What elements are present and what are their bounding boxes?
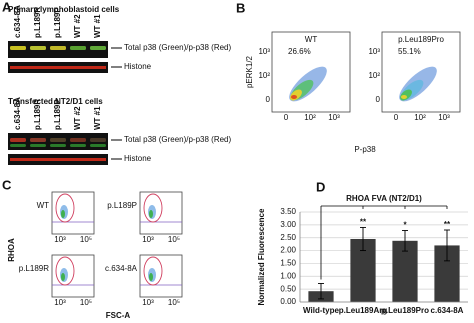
- y-tick-label: 3.00: [280, 220, 296, 229]
- significance-label: **: [360, 218, 367, 227]
- gate-percent: 55.1%: [398, 47, 421, 56]
- blot-band: [70, 144, 86, 147]
- axis-tick-label: 10³: [54, 298, 66, 307]
- axis-tick-label: 0: [394, 113, 399, 122]
- axis-tick-label: 10³: [142, 235, 154, 244]
- axis-tick-label: 10³: [368, 47, 380, 56]
- blot-band: [30, 144, 46, 147]
- y-tick-label: 0.50: [280, 284, 296, 293]
- axis-tick-label: 10³: [54, 235, 66, 244]
- axis-tick-label: 10³: [438, 113, 450, 122]
- blot-band: [50, 46, 66, 50]
- significance-label: *: [403, 221, 407, 230]
- y-tick-label: 1.00: [280, 271, 296, 280]
- gate: [143, 193, 163, 223]
- blot-band: [50, 144, 66, 147]
- gate-percent: 26.6%: [288, 47, 311, 56]
- axis-tick-label: 10³: [142, 298, 154, 307]
- y-tick-label: 2.50: [280, 233, 296, 242]
- axis-tick-label: 0: [284, 113, 289, 122]
- axis-tick-label: 10²: [258, 71, 270, 80]
- cell-cloud: [61, 273, 65, 281]
- blot-band: [90, 144, 106, 147]
- blot-band: [70, 46, 86, 50]
- plot-name: p.L189P: [107, 201, 137, 210]
- lane-label: WT #1: [93, 14, 102, 38]
- cell-cloud: [291, 95, 297, 99]
- blot-title: Primary lymphoblastoid cells: [8, 5, 120, 14]
- gate: [143, 256, 163, 286]
- gate: [55, 193, 75, 223]
- axis-tick-label: 10²: [368, 71, 380, 80]
- axis-label: P-p38: [354, 145, 376, 154]
- x-tick-label: p.Leu189Arg: [339, 306, 388, 315]
- panel-letter: C: [2, 177, 12, 192]
- significance-label: **: [444, 220, 451, 229]
- blot-band: [70, 138, 86, 142]
- axis-tick-label: 0: [376, 95, 381, 104]
- plot-name: c.634-8A: [105, 264, 138, 273]
- blot-band: [10, 46, 26, 50]
- chart-title: RHOA FVA (NT2/D1): [346, 194, 422, 203]
- cell-cloud: [149, 210, 153, 218]
- axis-tick-label: 10⁵: [80, 235, 92, 244]
- blot-band: [30, 138, 46, 142]
- blot-band: [10, 138, 26, 142]
- plot-name: WT: [37, 201, 50, 210]
- axis-label: pERK1/2: [245, 55, 254, 88]
- axis-label: FSC-A: [106, 311, 131, 320]
- axis-tick-label: 0: [266, 95, 271, 104]
- axis-tick-label: 10⁵: [168, 235, 180, 244]
- blot-band: [30, 46, 46, 50]
- histone-band: [10, 66, 106, 69]
- lane-label: WT #1: [93, 106, 102, 130]
- panel-letter: A: [2, 0, 12, 14]
- lane-label: p.L189R: [33, 7, 42, 38]
- y-axis-label: Normalized Fluorescence: [257, 208, 266, 305]
- cell-cloud: [61, 210, 65, 218]
- axis-tick-label: 10³: [258, 47, 270, 56]
- x-tick-label: Wild-type: [303, 306, 339, 315]
- x-tick-label: p.Leu189Pro: [381, 306, 429, 315]
- lane-label: WT #2: [73, 14, 82, 38]
- y-tick-label: 1.50: [280, 259, 296, 268]
- axis-tick-label: 10³: [328, 113, 340, 122]
- blot-band: [10, 144, 26, 147]
- lane-label: c.634-8A: [13, 97, 22, 130]
- axis-label: RHOA: [7, 238, 16, 262]
- gate: [55, 256, 75, 286]
- y-tick-label: 2.00: [280, 246, 296, 255]
- plot-name: WT: [305, 35, 318, 44]
- lane-label: c.634-8A: [13, 5, 22, 38]
- cell-cloud: [401, 95, 407, 99]
- lane-label: p.L189P: [53, 99, 62, 130]
- lane-label: p.L189R: [33, 99, 42, 130]
- axis-tick-label: 10⁵: [168, 298, 180, 307]
- axis-tick-label: 10⁵: [80, 298, 92, 307]
- band-label: Total p38 (Green)/p-p38 (Red): [124, 135, 232, 144]
- y-tick-label: 3.50: [280, 207, 296, 216]
- panel-letter: B: [236, 0, 245, 15]
- blot-band: [90, 138, 106, 142]
- histone-band: [10, 158, 106, 161]
- lane-label: WT #2: [73, 106, 82, 130]
- histone-label: Histone: [124, 62, 152, 71]
- histone-label: Histone: [124, 154, 152, 163]
- axis-tick-label: 10²: [304, 113, 316, 122]
- blot-title: Transfected NT2/D1 cells: [8, 97, 103, 106]
- y-tick-label: 0.00: [280, 297, 296, 306]
- axis-tick-label: 10²: [414, 113, 426, 122]
- panel-letter: D: [316, 179, 325, 194]
- band-label: Total p38 (Green)/p-p38 (Red): [124, 43, 232, 52]
- plot-name: p.L189R: [19, 264, 49, 273]
- blot-band: [90, 46, 106, 50]
- lane-label: p.L189P: [53, 7, 62, 38]
- x-tick-label: c.634-8A: [431, 306, 464, 315]
- blot-band: [50, 138, 66, 142]
- cell-cloud: [149, 273, 153, 281]
- plot-name: p.Leu189Pro: [398, 35, 444, 44]
